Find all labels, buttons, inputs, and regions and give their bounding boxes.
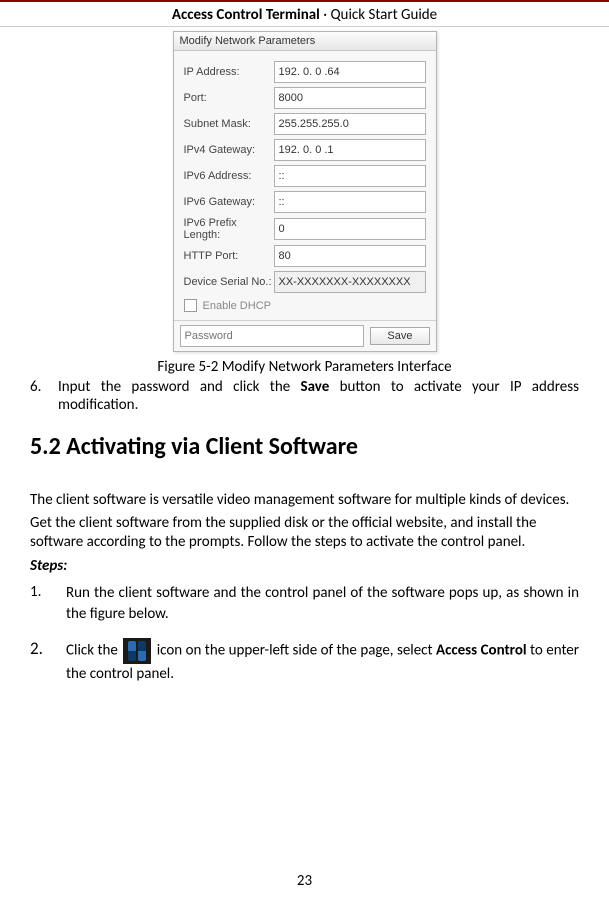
field-input-2[interactable] [274, 113, 426, 135]
field-row: IPv6 Prefix Length: [184, 217, 426, 241]
field-label: HTTP Port: [184, 250, 274, 262]
field-row: IPv4 Gateway: [184, 139, 426, 161]
field-label: Subnet Mask: [184, 118, 274, 130]
save-button[interactable]: Save [370, 327, 429, 345]
field-input-1[interactable] [274, 87, 426, 109]
field-input-3[interactable] [274, 139, 426, 161]
field-row: HTTP Port: [184, 245, 426, 267]
field-label: IPv6 Address: [184, 170, 274, 182]
field-row: IPv6 Address: [184, 165, 426, 187]
field-label: IPv6 Prefix Length: [184, 217, 274, 241]
header-title-bold: Access Control Terminal [172, 6, 320, 24]
field-label: IPv4 Gateway: [184, 144, 274, 156]
step-1-text: Run the client software and the control … [66, 583, 579, 624]
step-2: 2. Click the icon on the upper-left side… [30, 638, 579, 684]
field-label: IPv6 Gateway: [184, 196, 274, 208]
step-2-text: Click the icon on the upper-left side of… [66, 638, 579, 684]
enable-dhcp-row: Enable DHCP [184, 299, 426, 312]
step-1-number: 1. [30, 583, 66, 624]
field-input-8 [274, 271, 426, 293]
field-row: IP Address: [184, 61, 426, 83]
enable-dhcp-checkbox[interactable] [184, 299, 197, 312]
step-6-text: Input the password and click the Save bu… [58, 378, 579, 414]
field-label: IP Address: [184, 66, 274, 78]
header-title-rest: Quick Start Guide [330, 6, 437, 24]
control-panel-icon [123, 638, 151, 664]
network-params-dialog: Modify Network Parameters IP Address: Por… [173, 31, 437, 352]
field-label: Device Serial No.: [184, 276, 274, 288]
step-1: 1. Run the client software and the contr… [30, 583, 579, 624]
password-input[interactable] [180, 325, 365, 347]
page-number: 23 [0, 872, 609, 890]
page-header: Access Control Terminal · Quick Start Gu… [0, 2, 609, 27]
step-6: 6. Input the password and click the Save… [30, 378, 579, 414]
steps-label: Steps: [30, 557, 579, 575]
enable-dhcp-label: Enable DHCP [203, 300, 271, 312]
dialog-title: Modify Network Parameters [174, 32, 436, 51]
figure-caption: Figure 5-2 Modify Network Parameters Int… [0, 358, 609, 376]
step-6-number: 6. [30, 378, 58, 414]
field-row: Device Serial No.: [184, 271, 426, 293]
paragraph-2: Get the client software from the supplie… [30, 514, 579, 552]
paragraph-1: The client software is versatile video m… [30, 491, 579, 510]
field-input-5[interactable] [274, 191, 426, 213]
field-input-4[interactable] [274, 165, 426, 187]
field-input-6[interactable] [274, 218, 426, 240]
step-2-number: 2. [30, 638, 66, 684]
field-row: Port: [184, 87, 426, 109]
field-input-0[interactable] [274, 61, 426, 83]
field-label: Port: [184, 92, 274, 104]
field-input-7[interactable] [274, 245, 426, 267]
field-row: IPv6 Gateway: [184, 191, 426, 213]
header-title-sep: · [323, 6, 327, 24]
section-heading: 5.2 Activating via Client Software [30, 432, 579, 461]
field-row: Subnet Mask: [184, 113, 426, 135]
